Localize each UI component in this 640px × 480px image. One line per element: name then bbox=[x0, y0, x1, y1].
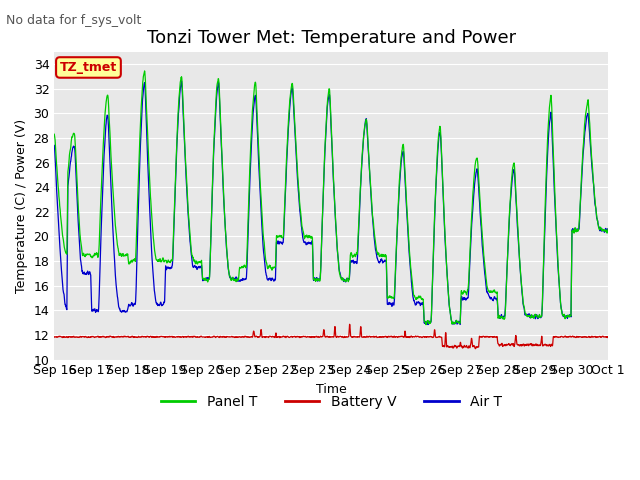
Text: TZ_tmet: TZ_tmet bbox=[60, 61, 117, 74]
Title: Tonzi Tower Met: Temperature and Power: Tonzi Tower Met: Temperature and Power bbox=[147, 29, 516, 48]
Y-axis label: Temperature (C) / Power (V): Temperature (C) / Power (V) bbox=[15, 119, 28, 293]
X-axis label: Time: Time bbox=[316, 383, 347, 396]
Legend: Panel T, Battery V, Air T: Panel T, Battery V, Air T bbox=[155, 389, 508, 414]
Text: No data for f_sys_volt: No data for f_sys_volt bbox=[6, 14, 142, 27]
